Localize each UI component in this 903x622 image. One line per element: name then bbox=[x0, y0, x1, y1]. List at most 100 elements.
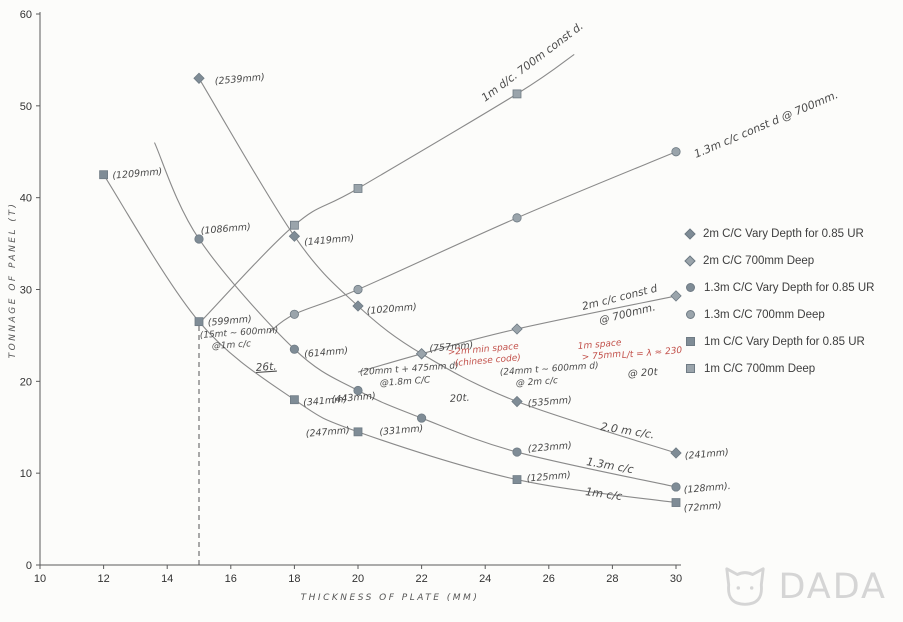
point-depth-label: (614mm) bbox=[304, 345, 349, 360]
circle-marker-icon bbox=[686, 283, 695, 292]
data-point-marker bbox=[671, 482, 681, 492]
x-tick-label: 14 bbox=[161, 573, 173, 585]
chart-legend: 2m C/C Vary Depth for 0.85 UR 2m C/C 700m… bbox=[684, 220, 874, 382]
legend-label: 1.3m C/C Vary Depth for 0.85 UR bbox=[704, 281, 875, 294]
series-line bbox=[198, 77, 677, 454]
point-depth-label: (331mm) bbox=[379, 423, 424, 438]
data-point-marker bbox=[671, 498, 681, 507]
red-ink-annotation: L/t = λ ≈ 230 bbox=[621, 346, 683, 361]
point-depth-label: (2539mm) bbox=[214, 72, 265, 87]
point-depth-label: (223mm) bbox=[527, 440, 572, 455]
point-depth-label: (341mm) bbox=[303, 394, 348, 409]
x-tick-label: 10 bbox=[34, 573, 46, 585]
data-point-marker bbox=[194, 317, 204, 327]
point-depth-label: (535mm) bbox=[527, 395, 572, 410]
x-tick-label: 16 bbox=[225, 573, 237, 585]
legend-item: 1m C/C 700mm Deep bbox=[686, 355, 874, 382]
red-ink-annotation: > 75mm bbox=[581, 350, 621, 363]
x-tick-label: 22 bbox=[415, 573, 427, 585]
y-tick-label: 50 bbox=[20, 101, 32, 113]
data-point-marker bbox=[352, 300, 364, 312]
y-tick-label: 60 bbox=[20, 9, 32, 21]
pencil-annotation: (20mm t + 475mm d) bbox=[360, 361, 459, 378]
legend-item: 2m C/C 700mm Deep bbox=[684, 247, 874, 274]
data-point-marker bbox=[289, 220, 299, 230]
cat-logo-icon bbox=[725, 567, 766, 606]
y-tick-label: 40 bbox=[20, 193, 32, 205]
pencil-annotation: @1.8m C/C bbox=[380, 375, 432, 389]
x-tick-label: 12 bbox=[97, 573, 109, 585]
pencil-annotation: 1m d/c. 700m const d. bbox=[479, 19, 586, 104]
legend-item: 1.3m C/C 700mm Deep bbox=[686, 301, 874, 328]
legend-item: 2m C/C Vary Depth for 0.85 UR bbox=[684, 220, 874, 247]
legend-item: 1m C/C Vary Depth for 0.85 UR bbox=[686, 328, 874, 355]
data-point-marker bbox=[671, 147, 681, 157]
data-point-marker bbox=[512, 89, 522, 99]
data-point-marker bbox=[194, 234, 204, 244]
point-depth-label: (1086mm) bbox=[200, 222, 251, 237]
x-tick-label: 30 bbox=[670, 573, 682, 585]
diamond-marker-icon bbox=[684, 254, 696, 267]
x-tick-label: 18 bbox=[288, 573, 300, 585]
x-tick-label: 26 bbox=[543, 573, 555, 585]
pencil-annotation: @ 20t bbox=[627, 367, 659, 380]
y-tick-label: 0 bbox=[26, 560, 32, 572]
series-line bbox=[357, 295, 677, 373]
legend-label: 2m C/C 700mm Deep bbox=[703, 254, 815, 267]
pencil-annotation: 20t. bbox=[449, 393, 470, 405]
data-point-marker bbox=[353, 385, 363, 396]
point-depth-label: (1209mm) bbox=[112, 166, 163, 181]
pencil-annotation: 1m c/c bbox=[585, 485, 623, 503]
data-point-marker bbox=[512, 475, 522, 484]
legend-label: 1m C/C 700mm Deep bbox=[704, 362, 816, 375]
point-depth-label: (757mm) bbox=[429, 340, 474, 355]
data-point-marker bbox=[511, 395, 523, 408]
legend-label: 2m C/C Vary Depth for 0.85 UR bbox=[703, 227, 864, 240]
legend-label: 1m C/C Vary Depth for 0.85 UR bbox=[704, 335, 865, 348]
point-depth-label: (128mm). bbox=[683, 481, 731, 496]
data-point-marker bbox=[289, 309, 299, 319]
y-tick-label: 10 bbox=[20, 468, 32, 480]
legend-item: 1.3m C/C Vary Depth for 0.85 UR bbox=[686, 274, 874, 301]
x-tick-label: 20 bbox=[352, 573, 364, 585]
data-point-marker bbox=[415, 348, 428, 360]
series-line bbox=[103, 174, 677, 504]
pencil-annotation: @ 2m c/c bbox=[516, 376, 559, 389]
data-point-marker bbox=[512, 213, 522, 223]
point-depth-label: (1020mm) bbox=[366, 302, 417, 317]
data-point-marker bbox=[288, 230, 301, 242]
square-marker-icon bbox=[686, 364, 695, 373]
legend-label: 1.3m C/C 700mm Deep bbox=[704, 308, 825, 321]
red-ink-annotation: 1m space bbox=[577, 338, 622, 352]
data-point-marker bbox=[670, 290, 682, 302]
data-point-marker bbox=[512, 447, 522, 457]
pencil-annotation: @1m c/c bbox=[212, 339, 252, 352]
point-depth-label: (241mm) bbox=[684, 447, 729, 462]
data-point-marker bbox=[99, 170, 108, 180]
point-depth-label: (125mm) bbox=[526, 470, 571, 485]
point-depth-label: (443mm) bbox=[331, 391, 376, 406]
y-tick-label: 30 bbox=[20, 285, 32, 297]
watermark: DADA bbox=[720, 564, 887, 610]
x-axis-title: Thickness of Plate (mm) bbox=[300, 593, 480, 603]
pencil-annotation: 26t. bbox=[255, 361, 277, 374]
point-depth-label: (599mm) bbox=[207, 314, 252, 329]
y-axis-title: Tonnage of Panel (t) bbox=[8, 201, 18, 359]
pencil-annotation: 1.3m c/c const d @ 700mm. bbox=[692, 88, 840, 161]
square-marker-icon bbox=[686, 337, 695, 346]
data-point-marker bbox=[353, 284, 363, 295]
x-tick-label: 24 bbox=[479, 573, 491, 585]
data-point-marker bbox=[289, 344, 299, 354]
data-point-marker bbox=[353, 184, 363, 193]
data-point-marker bbox=[353, 427, 363, 437]
watermark-text: DADA bbox=[778, 567, 887, 607]
point-depth-label: (1419mm) bbox=[304, 233, 355, 248]
point-depth-label: (72mm) bbox=[683, 500, 722, 514]
data-point-marker bbox=[511, 323, 523, 335]
data-point-marker bbox=[289, 395, 299, 405]
y-tick-label: 20 bbox=[20, 376, 32, 388]
data-point-marker bbox=[416, 413, 427, 423]
x-tick-label: 28 bbox=[606, 573, 618, 585]
